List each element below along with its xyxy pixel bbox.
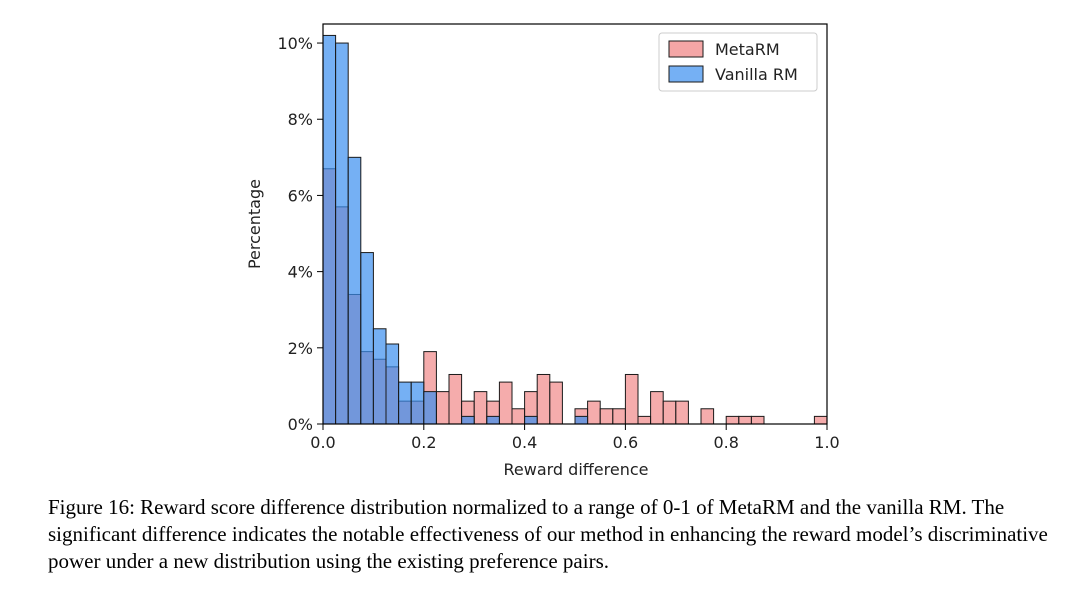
histogram-bar	[335, 42, 349, 425]
y-tick-label: 10%	[277, 34, 313, 53]
x-tick-label: 0.8	[713, 433, 738, 452]
histogram-chart: 0.0 0.2 0.4 0.6 0.8 1.0 0% 2% 4% 6% 8% 10% Reward d…	[245, 23, 840, 479]
histogram-bar	[750, 415, 765, 425]
histogram-bar	[637, 415, 652, 425]
y-tick-label: 2%	[288, 339, 313, 358]
axes: 0.0 0.2 0.4 0.6 0.8 1.0 0% 2% 4% 6% 8% 10%	[277, 23, 840, 452]
histogram-bar	[385, 343, 400, 425]
histogram-bar	[536, 373, 551, 425]
histogram-bar	[612, 408, 626, 425]
histogram-bar	[410, 381, 425, 425]
series-vanilla-rm	[322, 34, 589, 425]
histogram-bar	[347, 156, 362, 425]
legend-swatch	[668, 40, 704, 58]
histogram-bar	[423, 391, 437, 425]
histogram-bar	[372, 328, 387, 425]
y-tick-label: 0%	[288, 415, 313, 434]
histogram-bar	[738, 415, 752, 425]
histogram-bar	[813, 415, 828, 425]
x-tick-label: 0.4	[512, 433, 537, 452]
histogram-bar	[498, 381, 513, 425]
legend: MetaRM Vanilla RM	[658, 32, 818, 92]
axes-frame	[322, 23, 828, 425]
x-tick-label: 1.0	[814, 433, 839, 452]
histogram-bar	[448, 373, 463, 425]
x-tick-label: 0.2	[411, 433, 436, 452]
histogram-bar	[624, 373, 639, 425]
histogram-bar	[599, 408, 614, 425]
histogram-bar	[461, 415, 475, 425]
x-tick-label: 0.0	[310, 433, 335, 452]
histogram-bar	[587, 400, 601, 425]
histogram-bar	[360, 252, 374, 425]
histogram-bar	[662, 400, 677, 425]
histogram-bar	[486, 415, 500, 425]
y-axis-label: Percentage	[245, 179, 264, 269]
histogram-bar	[524, 415, 538, 425]
x-tick-label: 0.6	[613, 433, 638, 452]
histogram-bar	[398, 381, 412, 425]
histogram-bar	[473, 391, 488, 425]
histogram-bar	[675, 400, 689, 425]
histogram-bar	[549, 381, 563, 425]
legend-label: MetaRM	[715, 40, 780, 59]
y-tick-label: 8%	[288, 110, 313, 129]
plot-area	[322, 34, 828, 425]
histogram-bar	[511, 408, 526, 425]
histogram-bar	[322, 34, 337, 425]
figure-caption: Figure 16: Reward score difference distr…	[48, 495, 1048, 573]
y-tick-label: 4%	[288, 263, 313, 282]
x-axis-label: Reward difference	[504, 460, 649, 479]
y-tick-label: 6%	[288, 186, 313, 205]
histogram-bar	[700, 408, 715, 425]
legend-swatch	[668, 65, 704, 83]
histogram-bar	[574, 415, 589, 425]
legend-label: Vanilla RM	[715, 65, 798, 84]
histogram-bar	[725, 415, 740, 425]
histogram-bar	[435, 391, 450, 425]
histogram-bar	[650, 391, 664, 425]
